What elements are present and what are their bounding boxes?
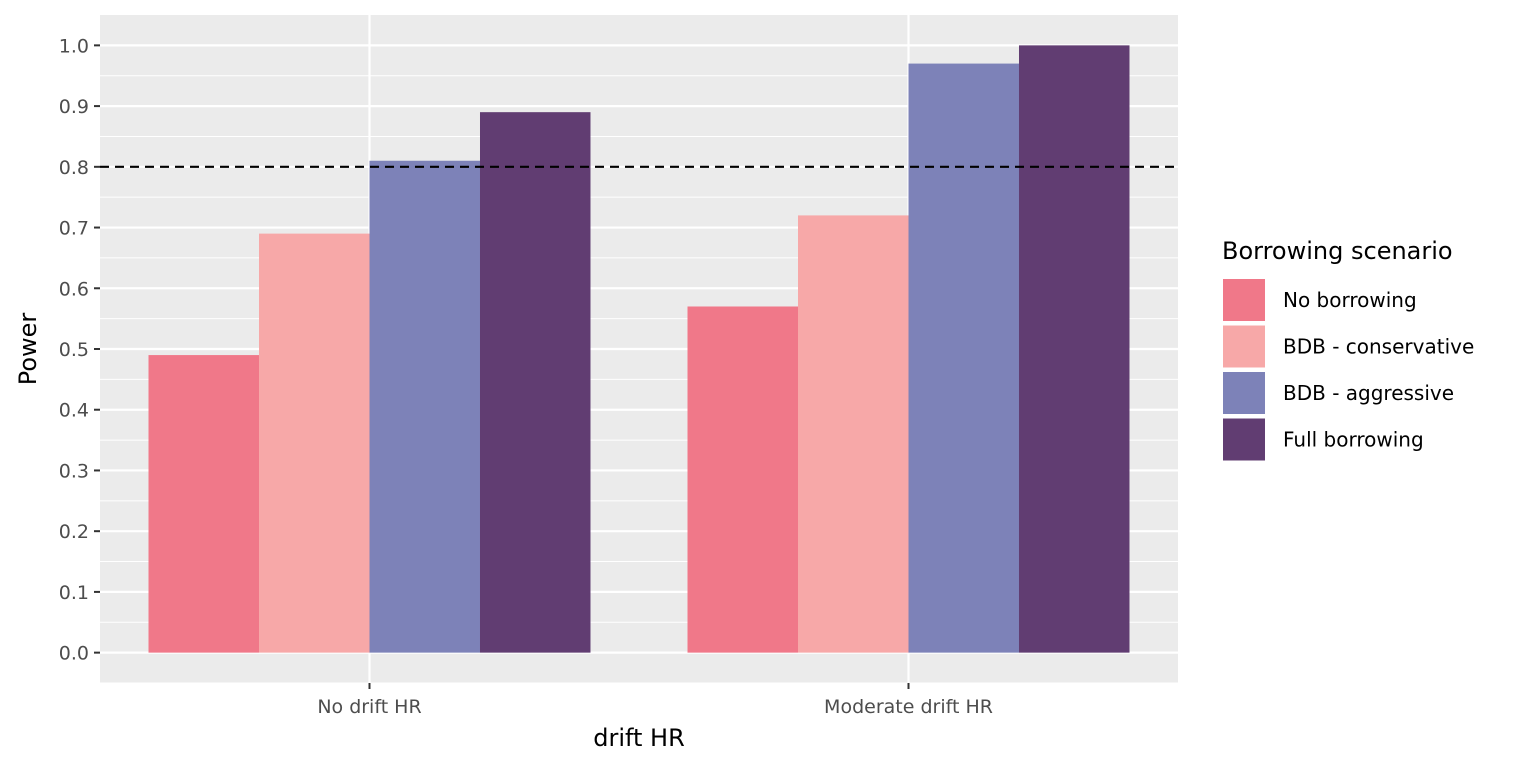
bar-full-borrowing-0 (479, 112, 591, 653)
y-tick-label: 0.5 (59, 339, 89, 361)
x-axis-title: drift HR (593, 724, 685, 752)
y-tick-label: 0.1 (59, 582, 89, 604)
y-tick-label: 0.0 (59, 643, 89, 665)
bar-full-borrowing-1 (1018, 45, 1130, 653)
legend-entry-label: BDB - aggressive (1283, 381, 1454, 405)
bar-bdb-aggressive-1 (908, 63, 1019, 653)
legend-key (1221, 277, 1267, 323)
y-tick-label: 0.9 (59, 96, 89, 118)
legend-title: Borrowing scenario (1222, 237, 1453, 265)
y-tick-label: 0.2 (59, 521, 89, 543)
y-tick-label: 1.0 (59, 35, 89, 57)
x-tick-label: No drift HR (317, 696, 421, 718)
y-tick-label: 0.8 (59, 157, 89, 179)
y-axis: 0.0 0.1 0.2 0.3 0.4 0.5 0.6 0.7 0.8 0.9 1.0 (59, 35, 100, 665)
legend-entry-label: BDB - conservative (1283, 335, 1474, 359)
y-tick-label: 0.6 (59, 278, 89, 300)
y-tick-label: 0.4 (59, 400, 89, 422)
bar-bdb-conservative-0 (259, 233, 370, 653)
bar-bdb-aggressive-0 (369, 160, 480, 653)
x-axis: No drift HR Moderate drift HR (317, 683, 993, 718)
bar-no-borrowing-1 (687, 306, 799, 653)
legend-key (1221, 370, 1267, 416)
bar-bdb-conservative-1 (798, 215, 909, 653)
y-tick-label: 0.7 (59, 218, 89, 240)
y-tick-label: 0.3 (59, 460, 89, 482)
legend-entry-label: No borrowing (1283, 288, 1417, 312)
legend: Borrowing scenario No borrowing BDB - con… (1221, 237, 1474, 463)
legend-key (1221, 416, 1267, 463)
bars (148, 45, 1130, 653)
y-axis-title: Power (14, 313, 42, 386)
legend-key (1221, 323, 1267, 370)
x-tick-label: Moderate drift HR (824, 696, 993, 718)
bar-no-borrowing-0 (148, 355, 260, 653)
legend-entry-label: Full borrowing (1283, 428, 1424, 452)
